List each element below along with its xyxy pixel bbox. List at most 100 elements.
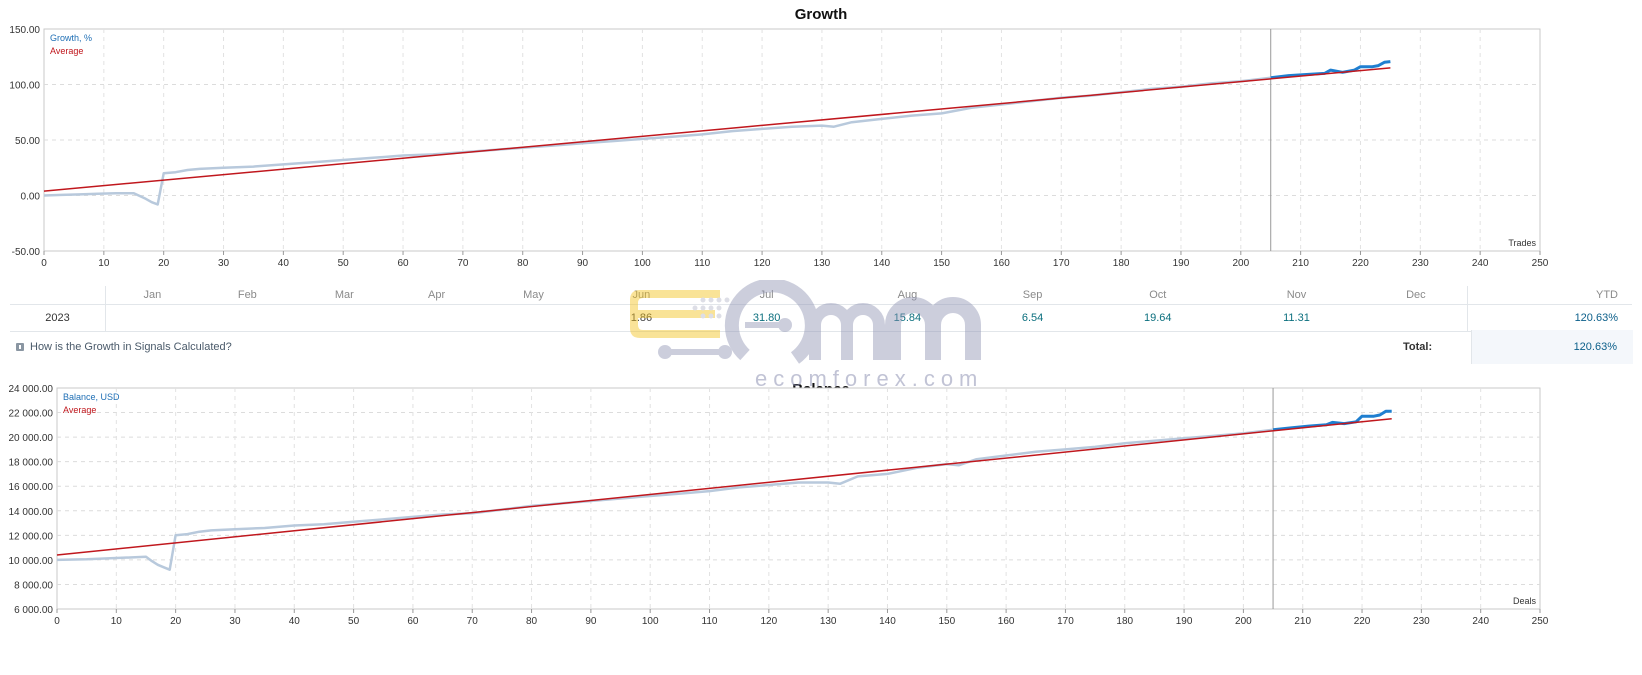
x-tick-label: 50: [338, 258, 350, 269]
ytd-value: 120.63%: [1467, 304, 1632, 332]
x-tick-label: 30: [218, 258, 230, 269]
x-tick-label: 70: [457, 258, 469, 269]
x-tick-label: 100: [642, 616, 659, 627]
average-line: [56, 417, 1392, 556]
x-tick-label: 0: [54, 616, 60, 627]
x-tick-label: 90: [585, 616, 597, 627]
x-tick-label: 130: [820, 616, 837, 627]
month-value: 1.86: [586, 304, 697, 332]
info-icon: [16, 343, 24, 351]
y-tick-label: 24 000.00: [9, 384, 54, 395]
x-tick-label: 70: [467, 616, 479, 627]
x-tick-label: 250: [1532, 258, 1549, 269]
month-value: 31.80: [696, 304, 837, 332]
x-tick-label: 120: [754, 258, 771, 269]
y-tick-label: 50.00: [15, 136, 40, 147]
month-header: Oct: [1087, 286, 1229, 305]
month-header: Sep: [977, 286, 1088, 305]
month-value: 19.64: [1087, 304, 1229, 332]
x-tick-label: 110: [694, 258, 710, 269]
month-header: Jul: [696, 286, 837, 305]
month-header: Nov: [1228, 286, 1365, 305]
y-tick-label: 0.00: [21, 192, 41, 203]
x-tick-label: 140: [879, 616, 896, 627]
y-tick-label: 22 000.00: [9, 409, 54, 420]
x-tick-label: 0: [41, 258, 47, 269]
x-tick-label: 60: [407, 616, 419, 627]
x-tick-label: 170: [1057, 616, 1074, 627]
y-tick-label: 8 000.00: [14, 580, 53, 591]
month-header: Jun: [586, 286, 697, 305]
x-tick-label: 20: [158, 258, 170, 269]
month-value: [392, 304, 481, 332]
x-tick-label: 230: [1412, 258, 1429, 269]
x-tick-label: 160: [998, 616, 1015, 627]
growth-info-text[interactable]: How is the Growth in Signals Calculated?: [30, 341, 232, 353]
month-value: [1364, 304, 1468, 332]
y-tick-label: 16 000.00: [9, 482, 54, 493]
y-tick-label: 14 000.00: [9, 507, 54, 518]
x-tick-label: 230: [1413, 616, 1430, 627]
x-tick-label: 150: [933, 258, 950, 269]
x-tick-label: 130: [814, 258, 831, 269]
growth-info-link[interactable]: How is the Growth in Signals Calculated?: [16, 341, 232, 353]
legend-entry: Average: [50, 46, 83, 56]
x-tick-label: 180: [1116, 616, 1133, 627]
y-tick-label: 20 000.00: [9, 433, 54, 444]
plot-area: [56, 387, 1541, 610]
x-tick-label: 210: [1294, 616, 1311, 627]
month-value: [105, 304, 199, 332]
x-tick-label: 240: [1472, 616, 1489, 627]
month-header: Feb: [198, 286, 296, 305]
ytd-header: YTD: [1467, 286, 1632, 305]
x-tick-label: 210: [1292, 258, 1309, 269]
legend-entry: Growth, %: [50, 33, 92, 43]
x-tick-label: 10: [98, 258, 110, 269]
y-tick-label: 10 000.00: [9, 556, 54, 567]
x-tick-label: 10: [111, 616, 123, 627]
y-tick-label: 12 000.00: [9, 531, 54, 542]
x-tick-label: 140: [873, 258, 890, 269]
month-header: May: [480, 286, 587, 305]
month-header: Mar: [295, 286, 393, 305]
total-box: 120.63%: [1471, 330, 1633, 364]
month-header: Apr: [392, 286, 481, 305]
x-tick-label: 80: [526, 616, 538, 627]
x-tick-label: 190: [1173, 258, 1190, 269]
x-tick-label: 60: [397, 258, 409, 269]
x-tick-label: 90: [577, 258, 589, 269]
month-value: 15.84: [837, 304, 978, 332]
x-tick-label: 220: [1354, 616, 1371, 627]
x-tick-label: 170: [1053, 258, 1070, 269]
average-line: [43, 67, 1391, 192]
month-value: [480, 304, 587, 332]
x-tick-label: 50: [348, 616, 360, 627]
month-value: [198, 304, 296, 332]
x-axis-label: Deals: [1513, 596, 1537, 606]
x-tick-label: 190: [1176, 616, 1193, 627]
x-tick-label: 200: [1232, 258, 1249, 269]
x-tick-label: 40: [289, 616, 301, 627]
x-tick-label: 80: [517, 258, 529, 269]
legend-entry: Average: [63, 405, 96, 415]
x-axis-label: Trades: [1508, 238, 1536, 248]
x-tick-label: 120: [760, 616, 777, 627]
y-tick-label: 150.00: [9, 25, 40, 36]
x-tick-label: 250: [1532, 616, 1549, 627]
month-value: 6.54: [977, 304, 1088, 332]
total-label: Total:: [1403, 341, 1433, 353]
x-tick-label: 220: [1352, 258, 1369, 269]
total-value: 120.63%: [1573, 341, 1617, 353]
legend-entry: Balance, USD: [63, 392, 120, 402]
x-tick-label: 180: [1113, 258, 1130, 269]
y-tick-label: 100.00: [9, 81, 40, 92]
month-header: Jan: [105, 286, 199, 305]
recent-region: [1271, 29, 1393, 251]
growth-chart: -50.00 0.00 50.00 100.00 150.00 0 10 20 30 40 50 60…: [9, 25, 1549, 269]
x-tick-label: 40: [278, 258, 290, 269]
x-tick-label: 100: [634, 258, 651, 269]
y-tick-label: 18 000.00: [9, 458, 54, 469]
months-header-row: Jan Feb Mar Apr May Jun Jul Aug Sep Oct Nov Dec YTD: [10, 286, 1632, 305]
monthly-growth-table: Jan Feb Mar Apr May Jun Jul Aug Sep Oct Nov Dec YTD …: [10, 286, 1632, 332]
growth-chart-title: Growth: [794, 6, 848, 23]
